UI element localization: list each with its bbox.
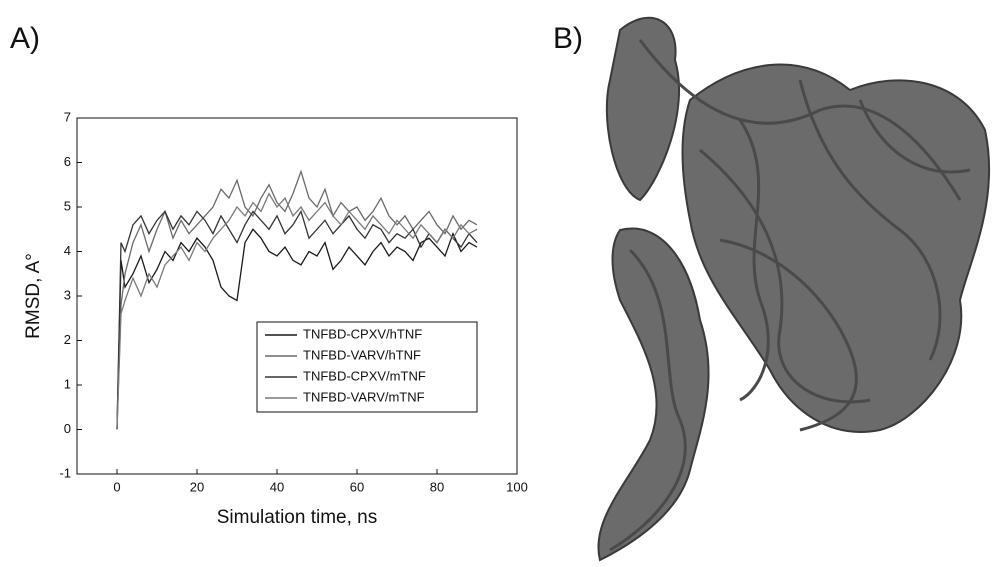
series-line: [116, 169, 478, 430]
y-tick-label: 1: [64, 376, 71, 391]
x-tick-label: 0: [113, 479, 120, 494]
y-axis-label: RMSD, A°: [23, 253, 44, 339]
legend-label: TNFBD-CPXV/hTNF: [303, 326, 422, 341]
legend-box: [256, 321, 478, 413]
x-axis-label: Simulation time, ns: [217, 507, 378, 528]
y-tick-label: 0: [64, 421, 71, 436]
x-tick-label: 20: [190, 479, 204, 494]
y-tick-label: 7: [64, 109, 71, 124]
panel-label: B): [553, 22, 583, 55]
y-tick-label: 6: [64, 154, 71, 169]
y-tick-label: 4: [64, 243, 71, 258]
legend-label: TNFBD-VARV/hTNF: [303, 347, 421, 362]
panel-label: A): [10, 22, 40, 55]
series-line: [116, 209, 478, 430]
x-tick-label: 100: [506, 479, 528, 494]
protein-structure: [597, 16, 991, 562]
series-line: [116, 228, 478, 430]
y-tick-label: 3: [64, 287, 71, 302]
series-line: [116, 192, 478, 430]
y-tick-label: -1: [59, 465, 71, 480]
x-tick-label: 60: [350, 479, 364, 494]
y-tick-label: 5: [64, 198, 71, 213]
legend-label: TNFBD-CPXV/mTNF: [303, 368, 426, 383]
y-tick-label: 2: [64, 332, 71, 347]
plot-frame: [76, 117, 518, 475]
x-tick-label: 80: [430, 479, 444, 494]
legend-label: TNFBD-VARV/mTNF: [303, 389, 425, 404]
x-tick-label: 40: [270, 479, 284, 494]
